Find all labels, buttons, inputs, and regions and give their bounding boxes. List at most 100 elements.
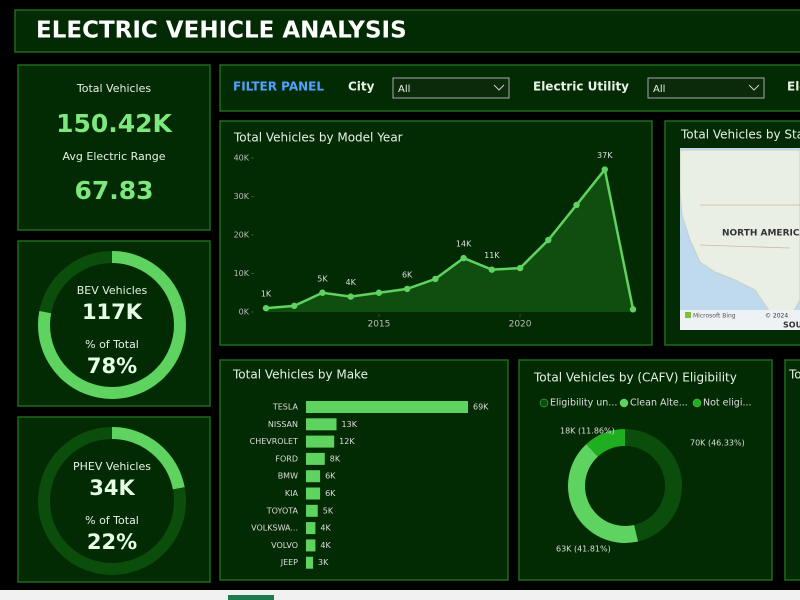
side-title: To [788,368,800,382]
dropdown[interactable] [647,77,765,99]
donut-segment [586,429,625,457]
bar [306,452,325,465]
point [629,306,637,313]
point [573,201,580,209]
donut-segment [567,444,639,543]
bar [306,401,468,413]
category-label: JEEP [280,558,298,567]
data-label: 4K [320,524,331,533]
kpi-value: 22% [87,530,137,554]
map-attribution: Microsoft Bing [693,313,736,320]
legend-swatch [692,398,702,408]
y-tick-label: 20K [234,231,250,240]
map-label: NORTH AMERICA [722,229,800,239]
data-label: 13K [342,420,358,429]
kpi-label: BEV Vehicles [77,284,148,297]
filter-title: FILTER PANEL [233,80,324,94]
y-tick-label: 0K [239,308,250,317]
data-label: 11K [484,251,500,260]
category-label: TESLA [272,403,299,412]
header-bar [14,9,800,53]
legend-label: Not eligi... [703,398,752,409]
map [680,148,800,330]
line [265,166,635,310]
point [488,266,496,273]
dropdown-value[interactable]: All [653,84,665,95]
chart-title: Total Vehicles by Model Year [233,131,403,145]
ring-progress [38,251,186,399]
kpi-value: 117K [82,300,143,324]
dropdown-arrow [748,84,760,91]
legend-label: Clean Alte... [630,398,688,409]
point [545,236,552,244]
legend-swatch [619,398,629,408]
kpi-value: 150.42K [56,109,173,138]
side-card [784,359,800,581]
line-area [266,169,633,312]
data-label: 69K [473,403,489,412]
data-label: 18K (11.86%) [560,427,615,436]
donut-segment [625,429,683,542]
point [375,289,383,296]
bar-card [219,359,509,581]
point [601,166,608,173]
kpi-label: % of Total [85,514,139,527]
dropdown[interactable] [392,77,510,99]
chart-title: Total Vehicles by (CAFV) Eligibility [533,371,737,385]
x-tick-label: 2015 [367,320,390,330]
category-label: BMW [278,472,298,481]
filter-label: Ele [787,80,800,94]
bar [306,539,316,552]
point [516,264,524,272]
kpi-value: 78% [87,354,137,378]
point [460,254,467,262]
data-label: 5K [317,274,328,283]
category-label: VOLKSWA... [251,524,298,533]
data-label: 3K [318,558,329,567]
data-label: 6K [402,270,413,279]
point [403,285,411,293]
y-tick-label: 40K [234,154,250,163]
kpi-value: 67.83 [74,176,153,205]
filter-label: Electric Utility [533,80,629,94]
page-tab[interactable] [228,595,274,600]
bar [306,522,316,535]
data-label: 4K [346,278,357,287]
data-label: 8K [330,454,341,463]
bing-logo [685,312,691,318]
map-border [699,204,800,249]
y-tick-label: 30K [234,192,250,201]
category-label: TOYOTA [266,506,299,515]
data-label: 6K [325,489,336,498]
donut-card [518,359,773,581]
ring-progress [38,427,186,575]
bar [306,487,321,500]
point [432,275,439,283]
data-label: 1K [261,290,272,299]
bar [306,435,335,448]
kpi-label: % of Total [85,338,139,351]
dropdown-value[interactable]: All [398,84,410,95]
tab-strip [0,590,800,600]
data-label: 5K [323,506,334,515]
map-footer [680,310,800,330]
category-label: KIA [285,489,299,498]
kpi-card [17,64,211,231]
map-label: SOU [783,321,800,330]
kpi-label: PHEV Vehicles [73,460,151,473]
bar [306,504,318,517]
data-label: 37K [597,151,613,160]
chart-title: Total Vehicles by Make [232,368,368,382]
data-label: 63K (41.81%) [556,545,611,554]
bar [306,470,321,483]
legend-swatch [539,398,549,408]
x-tick-label: 2020 [509,320,532,330]
bar [306,556,314,569]
filter-label: City [348,80,375,94]
map-copyright: © 2024 [765,313,788,320]
point [262,304,270,312]
point [347,293,354,300]
map-land [680,149,800,319]
header-title: ELECTRIC VEHICLE ANALYSIS [36,18,407,44]
